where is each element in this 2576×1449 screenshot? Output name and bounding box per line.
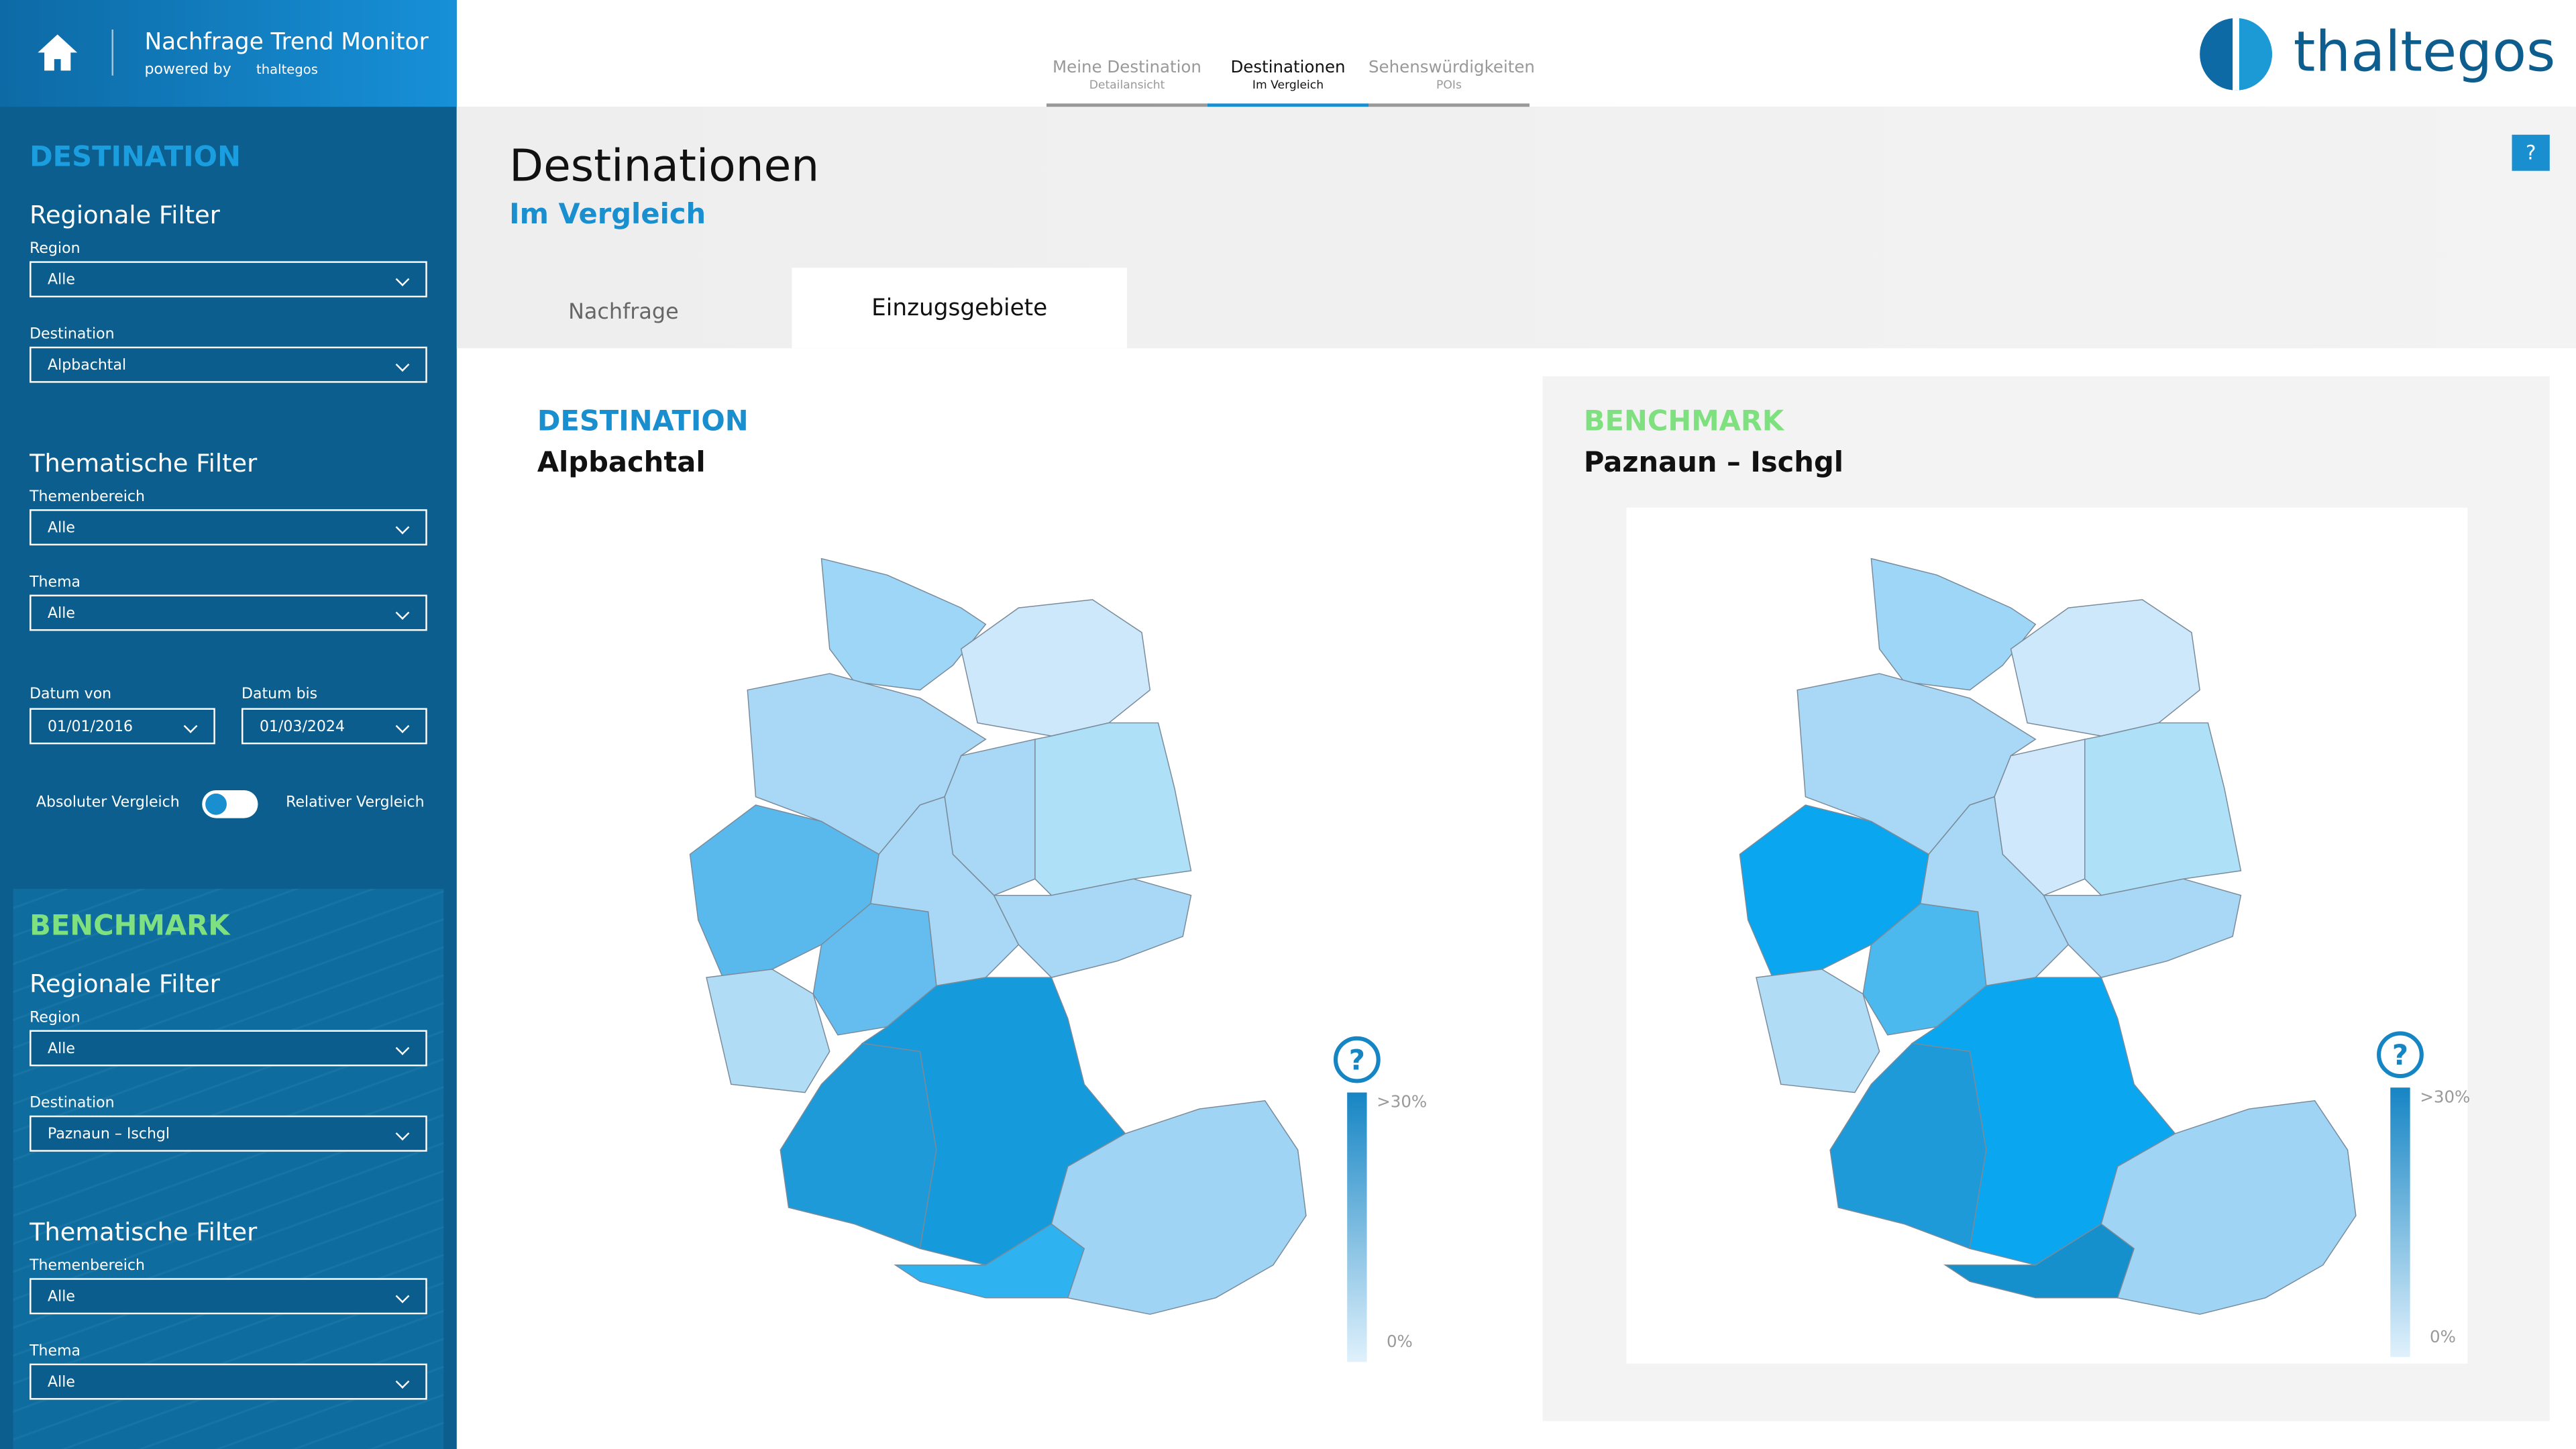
- nav-label: Destinationen: [1230, 59, 1346, 78]
- tab-active[interactable]: Einzugsgebiete: [792, 268, 1128, 349]
- nav-icon: [1272, 16, 1305, 49]
- filter-group-title: Regionale Filter: [30, 200, 220, 230]
- panel-name: Alpbachtal: [537, 447, 706, 480]
- panel-name: Paznaun – Ischgl: [1583, 447, 1844, 480]
- scale-max-label: >30%: [1377, 1094, 1428, 1112]
- nav-tab[interactable]: [1208, 0, 1369, 107]
- panel-heading: BENCHMARK: [1583, 405, 1784, 439]
- nav-tab[interactable]: [1046, 0, 1208, 107]
- field-label: Destination: [30, 327, 115, 343]
- map-region: [2100, 1100, 2357, 1315]
- select[interactable]: Alpbachtal: [30, 346, 427, 383]
- map-region: [1756, 969, 1880, 1093]
- brand-small: thaltegos: [256, 62, 318, 78]
- section-heading: DESTINATION: [30, 141, 241, 174]
- map-region: [820, 557, 987, 691]
- logo-mark: [2200, 17, 2272, 91]
- page-title: Destinationen: [509, 141, 820, 193]
- select[interactable]: Paznaun – Ischgl: [30, 1115, 427, 1152]
- scale-min-label: 0%: [1386, 1334, 1413, 1352]
- color-scale: [1347, 1092, 1367, 1362]
- logo-text: thaltegos: [2293, 19, 2556, 86]
- home-icon[interactable]: [36, 33, 79, 72]
- nav-tab[interactable]: [1368, 0, 1530, 107]
- filter-group-title: Thematische Filter: [30, 448, 258, 478]
- field-label: Thema: [30, 575, 81, 592]
- help-button[interactable]: ?: [2512, 134, 2550, 171]
- sidebar-header: Nachfrage Trend Monitor powered by thalt…: [0, 0, 457, 107]
- select[interactable]: Alle: [30, 261, 427, 298]
- help-icon: [2377, 1031, 2424, 1079]
- map-region: [1051, 1100, 1307, 1315]
- map-region: [993, 878, 1192, 978]
- field-label: Region: [30, 1010, 80, 1027]
- map-region: [706, 969, 830, 1093]
- select[interactable]: Alle: [30, 509, 427, 546]
- map-region: [960, 599, 1151, 737]
- select[interactable]: Alle: [30, 594, 427, 631]
- date-input[interactable]: 01/03/2024: [241, 708, 427, 745]
- date-input[interactable]: 01/01/2016: [30, 708, 215, 745]
- app-title: Nachfrage Trend Monitor: [144, 30, 429, 56]
- benchmark-panel-bg: [13, 888, 444, 1449]
- tab[interactable]: Nachfrage: [568, 301, 679, 325]
- section-heading: BENCHMARK: [30, 910, 230, 943]
- select[interactable]: Alle: [30, 1030, 427, 1067]
- map-region: [2084, 722, 2242, 896]
- filter-group-title: Regionale Filter: [30, 969, 220, 999]
- nav-label: Meine Destination: [1053, 59, 1201, 78]
- toggle-label: Relativer Vergleich: [286, 795, 425, 812]
- map-region: [2010, 599, 2200, 737]
- help-icon-glyph: ?: [2392, 1038, 2408, 1071]
- scale-max-label: >30%: [2420, 1089, 2471, 1108]
- nav-icon: [1433, 16, 1466, 49]
- field-label: Datum bis: [241, 686, 318, 704]
- map-region: [1034, 722, 1192, 896]
- page-subtitle: Im Vergleich: [509, 199, 706, 232]
- nav-sub: Im Vergleich: [1252, 78, 1324, 93]
- field-label: Destination: [30, 1095, 115, 1112]
- panel-heading: DESTINATION: [537, 405, 749, 439]
- scale-min-label: 0%: [2430, 1329, 2456, 1348]
- toggle-label: Absoluter Vergleich: [36, 795, 180, 812]
- map-region: [1870, 557, 2037, 691]
- nav-label: Sehenswürdigkeiten: [1368, 59, 1535, 78]
- nav-sub: Detailansicht: [1089, 78, 1165, 93]
- toggle-knob: [205, 793, 227, 815]
- nav-sub: POIs: [1436, 78, 1462, 93]
- divider: [111, 30, 113, 76]
- nav-icon: [1111, 16, 1144, 49]
- map-region: [2043, 878, 2242, 978]
- help-icon-glyph: ?: [1349, 1043, 1365, 1076]
- field-label: Datum von: [30, 686, 112, 704]
- field-label: Region: [30, 241, 80, 258]
- filter-group-title: Thematische Filter: [30, 1217, 258, 1247]
- field-label: Thema: [30, 1344, 81, 1360]
- select[interactable]: Alle: [30, 1278, 427, 1315]
- field-label: Themenbereich: [30, 1258, 146, 1275]
- powered-by: powered by: [144, 62, 231, 79]
- help-icon: [1333, 1036, 1381, 1083]
- field-label: Themenbereich: [30, 489, 146, 506]
- color-scale: [2390, 1087, 2410, 1357]
- select[interactable]: Alle: [30, 1363, 427, 1400]
